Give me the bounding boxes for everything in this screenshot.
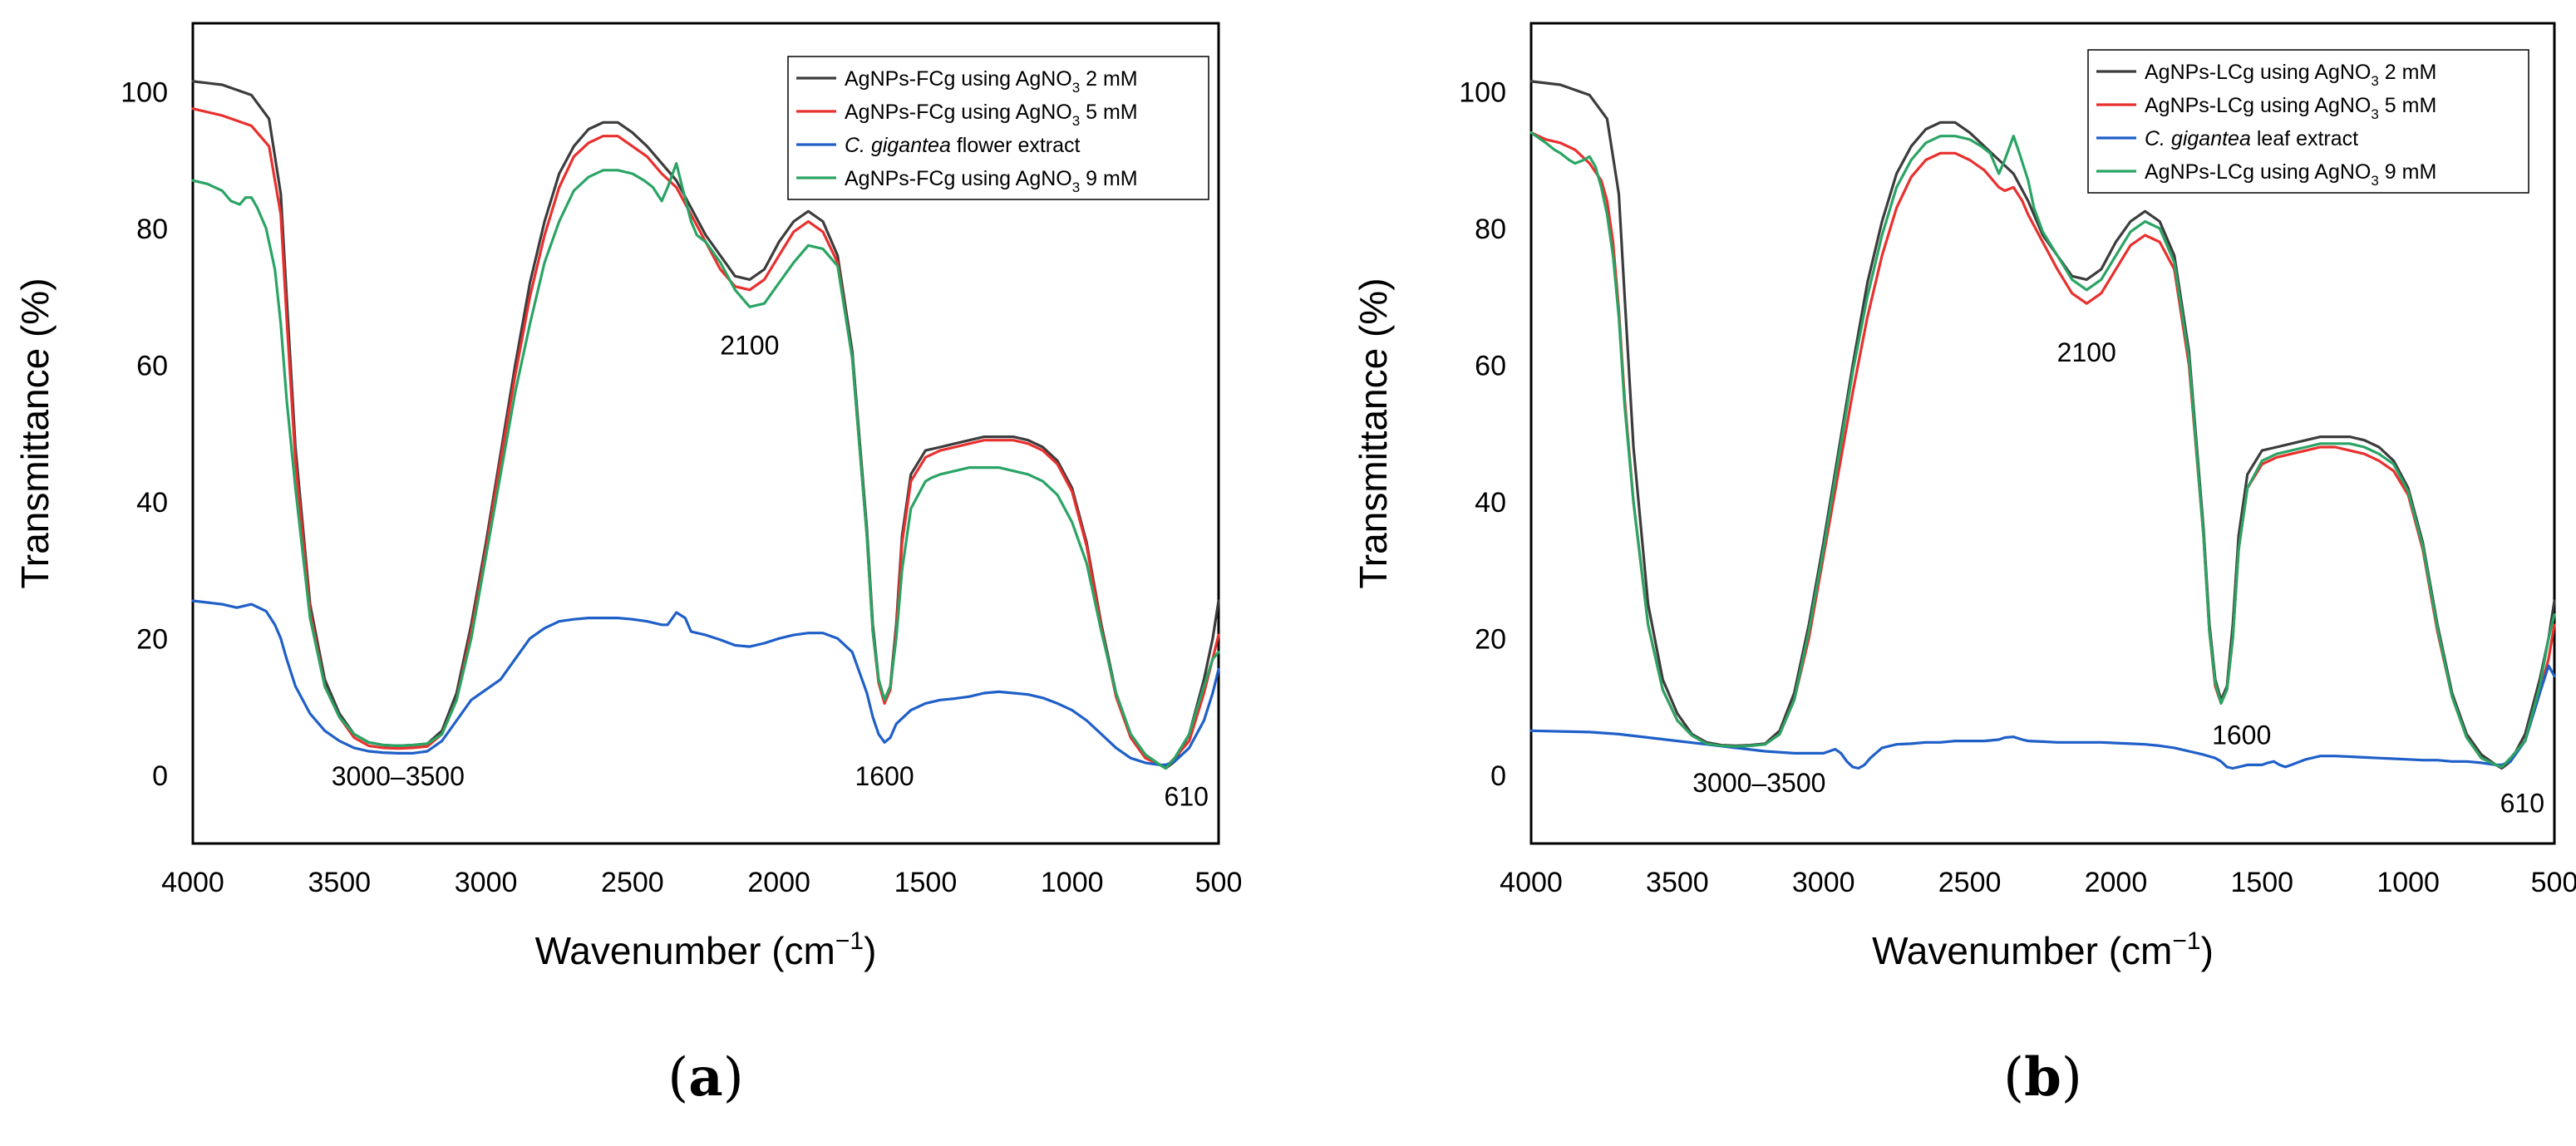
x-tick-label: 1000 — [1041, 867, 1104, 898]
peak-annotation: 2100 — [2057, 337, 2116, 367]
x-axis-title: Wavenumber (cm−1) — [1872, 927, 2214, 972]
x-tick-label: 1000 — [2377, 867, 2440, 898]
y-axis-title: Transmittance (%) — [13, 278, 57, 588]
legend-entry-suffix: 9 mM — [1080, 167, 1137, 190]
series-line-4 — [1529, 131, 2556, 769]
x-tick-label: 500 — [1195, 867, 1243, 898]
y-tick-label: 20 — [1475, 623, 1506, 655]
legend-box — [2087, 49, 2529, 194]
peak-annotation: 1600 — [2212, 720, 2271, 750]
y-tick-label: 0 — [1490, 760, 1506, 792]
x-tick-label: 500 — [2531, 867, 2576, 898]
x-axis-title-sup: −1 — [2172, 927, 2200, 955]
legend-entry-suffix: 2 mM — [1080, 67, 1137, 91]
panel-label-letter: a — [688, 1046, 722, 1109]
legend-entry-suffix: 5 mM — [1080, 101, 1137, 124]
y-tick-label: 60 — [1475, 350, 1506, 381]
panel-a: 4000 3500 3000 2500 2000 1500 1000 500 0 20 40 60 80… — [13, 22, 1243, 1109]
y-tick-label: 80 — [136, 214, 168, 245]
y-tick-label: 20 — [136, 623, 168, 655]
legend-entry-italic: C. gigantea — [2145, 127, 2251, 150]
y-tick-label: 80 — [1475, 214, 1506, 245]
x-axis-title-close: ) — [864, 929, 876, 972]
y-axis-title: Transmittance (%) — [1352, 278, 1395, 588]
y-tick-label: 0 — [152, 760, 168, 792]
series-line-2 — [191, 107, 1220, 769]
x-tick-label: 2000 — [2085, 867, 2148, 898]
y-tick-label: 40 — [1475, 487, 1506, 519]
panel-b: 4000 3500 3000 2500 2000 1500 1000 500 0 20 40 60 80… — [1352, 22, 2576, 1109]
x-tick-label: 3000 — [1792, 867, 1855, 898]
legend-entry: C. gigantea leaf extract — [2145, 127, 2358, 150]
x-tick-label: 3000 — [455, 867, 518, 898]
peak-annotation: 3000–3500 — [332, 761, 465, 791]
legend-entry-suffix: 5 mM — [2379, 94, 2436, 117]
x-axis-title-close: ) — [2201, 929, 2214, 972]
legend-entry-sub: 3 — [2371, 173, 2378, 189]
legend-entry-suffix: 2 mM — [2379, 61, 2436, 84]
x-axis-title-sup: −1 — [835, 927, 864, 955]
legend-entry-sub: 3 — [1072, 80, 1080, 96]
x-axis-title: Wavenumber (cm−1) — [535, 927, 877, 972]
legend-entry: C. gigantea flower extract — [845, 134, 1081, 157]
x-tick-label: 2000 — [747, 867, 810, 898]
x-tick-label: 3500 — [1646, 867, 1709, 898]
legend-entry-suffix: 9 mM — [2379, 160, 2436, 184]
x-tick-label: 1500 — [2230, 867, 2293, 898]
x-tick-label: 2500 — [601, 867, 664, 898]
x-tick-label: 4000 — [1500, 867, 1563, 898]
legend-entry-sub: 3 — [2371, 106, 2378, 122]
series-line-3 — [191, 599, 1220, 767]
peak-annotation: 610 — [2500, 789, 2544, 819]
panel-label: (a) — [667, 1046, 743, 1109]
x-tick-label: 4000 — [161, 867, 224, 898]
legend-entry-sub: 3 — [1072, 113, 1080, 129]
y-tick-label: 100 — [1459, 76, 1506, 108]
legend-entry-italic: C. gigantea — [845, 134, 951, 157]
x-tick-label: 3500 — [308, 867, 371, 898]
y-tick-label: 40 — [136, 487, 168, 519]
legend-box — [787, 56, 1209, 200]
x-tick-label: 1500 — [894, 867, 958, 898]
peak-annotation: 3000–3500 — [1692, 768, 1825, 798]
y-tick-label: 60 — [136, 350, 168, 381]
legend-entry-sub: 3 — [1072, 180, 1080, 195]
series-line-4 — [191, 162, 1220, 770]
legend-entry-sub: 3 — [2371, 73, 2378, 89]
peak-annotation: 1600 — [855, 761, 914, 791]
peak-annotation: 610 — [1165, 781, 1209, 811]
peak-annotation: 2100 — [720, 331, 779, 361]
series-line-3 — [1529, 664, 2556, 770]
panel-label-letter: b — [2024, 1046, 2061, 1109]
panel-label: (b) — [2003, 1046, 2082, 1109]
y-tick-label: 100 — [121, 76, 168, 108]
x-tick-label: 2500 — [1938, 867, 2002, 898]
